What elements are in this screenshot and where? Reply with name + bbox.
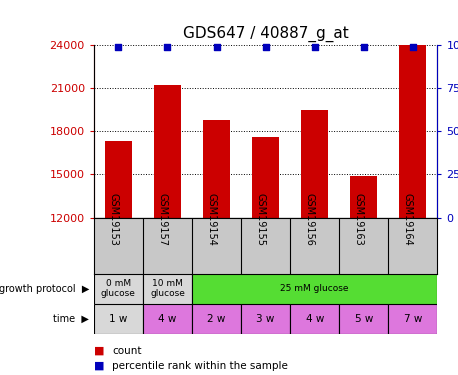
Text: growth protocol  ▶: growth protocol ▶ <box>0 284 89 294</box>
Bar <box>203 120 230 218</box>
Text: count: count <box>112 346 142 355</box>
Text: 25 mM glucose: 25 mM glucose <box>280 284 349 293</box>
Point <box>311 44 318 50</box>
Bar <box>241 304 290 334</box>
Bar <box>399 45 426 218</box>
Text: percentile rank within the sample: percentile rank within the sample <box>112 361 288 370</box>
Text: 1 w: 1 w <box>109 314 128 324</box>
Bar <box>105 141 132 218</box>
Bar <box>154 85 181 218</box>
Text: ■: ■ <box>94 346 104 355</box>
Text: time  ▶: time ▶ <box>54 314 89 324</box>
Point <box>360 44 367 50</box>
Text: GSM19155: GSM19155 <box>256 193 266 246</box>
Text: 0 mM
glucose: 0 mM glucose <box>101 279 136 298</box>
Point <box>262 44 269 50</box>
Point <box>213 44 220 50</box>
Text: 7 w: 7 w <box>403 314 422 324</box>
Text: 3 w: 3 w <box>256 314 275 324</box>
Text: GSM19157: GSM19157 <box>158 193 168 246</box>
Point <box>115 44 122 50</box>
Text: GSM19163: GSM19163 <box>354 193 364 246</box>
Point <box>409 44 416 50</box>
Text: 2 w: 2 w <box>207 314 226 324</box>
Text: 4 w: 4 w <box>305 314 324 324</box>
Text: GSM19164: GSM19164 <box>403 193 413 246</box>
Bar <box>290 304 339 334</box>
Bar <box>192 304 241 334</box>
Text: 10 mM
glucose: 10 mM glucose <box>150 279 185 298</box>
Bar <box>94 304 143 334</box>
Bar <box>143 274 192 304</box>
Bar <box>94 274 143 304</box>
Title: GDS647 / 40887_g_at: GDS647 / 40887_g_at <box>183 26 349 42</box>
Text: GSM19156: GSM19156 <box>305 193 315 246</box>
Point <box>164 44 171 50</box>
Text: 4 w: 4 w <box>158 314 177 324</box>
Text: 5 w: 5 w <box>354 314 373 324</box>
Bar <box>192 274 437 304</box>
Text: ■: ■ <box>94 361 104 370</box>
Text: GSM19153: GSM19153 <box>109 193 119 246</box>
Bar <box>143 304 192 334</box>
Text: GSM19154: GSM19154 <box>207 193 217 246</box>
Bar <box>350 176 377 218</box>
Bar <box>301 110 328 218</box>
Bar <box>339 304 388 334</box>
Bar <box>388 304 437 334</box>
Bar <box>252 137 279 218</box>
